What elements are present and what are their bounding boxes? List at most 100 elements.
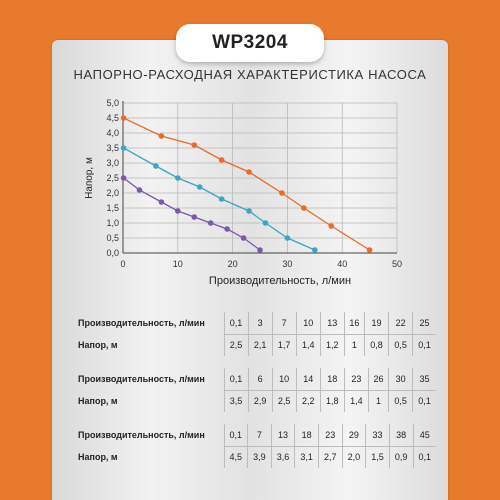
y-tick-label: 4,5	[106, 113, 119, 123]
data-point	[196, 184, 203, 190]
table-cell: 25	[412, 312, 436, 335]
table-cell: 3,9	[247, 446, 272, 468]
table-cell: 2,0	[341, 446, 366, 468]
table-cell: 19	[363, 312, 389, 335]
x-tick-label: 40	[337, 259, 347, 269]
data-point	[312, 247, 318, 253]
x-tick-label: 50	[392, 259, 402, 269]
table-cell: 3,6	[270, 446, 295, 468]
x-tick-label: 30	[282, 259, 292, 269]
spec-table-1: Производительность, л/мин 0,1 3 7 10 13 16 19 22…	[76, 312, 436, 356]
y-axis-label: Напор, м	[84, 157, 95, 199]
x-tick-label: 0	[120, 259, 125, 269]
table-cell: 13	[270, 424, 295, 447]
head-row: Напор, м 2,5 2,1 1,7 1,4 1,2 1 0,8 0,5 0,1	[76, 334, 436, 356]
table-cell: 6	[247, 368, 273, 391]
data-point	[175, 175, 181, 181]
table-cell: 1,8	[319, 390, 345, 412]
x-axis-label: Производительность, л/мин	[209, 275, 351, 287]
data-tables: Производительность, л/мин 0,1 3 7 10 13 16 19 22…	[76, 312, 436, 480]
table-cell: 0,1	[223, 424, 248, 447]
row-label: Напор, м	[78, 396, 118, 406]
series-line-3	[123, 177, 261, 251]
data-point	[175, 208, 181, 214]
table-cell: 1,2	[319, 334, 345, 356]
spec-card	[52, 40, 448, 500]
table-cell: 2,5	[223, 334, 249, 356]
data-point	[262, 220, 269, 226]
data-point	[240, 235, 247, 241]
data-point	[246, 169, 252, 175]
data-point	[246, 208, 252, 214]
table-cell: 1	[367, 390, 389, 412]
table-cell: 23	[343, 368, 369, 391]
data-point	[120, 175, 127, 181]
data-point	[120, 145, 127, 151]
table-cell: 35	[412, 368, 436, 391]
table-cell: 0,1	[412, 334, 436, 356]
flow-row: Производительность, л/мин 0,1 3 7 10 13 16 19 22…	[76, 312, 436, 335]
table-cell: 4,5	[223, 446, 248, 468]
data-point	[218, 157, 225, 163]
data-point	[218, 196, 225, 202]
table-cell: 16	[343, 312, 365, 335]
table-cell: 1,4	[343, 390, 369, 412]
data-point	[224, 226, 230, 232]
table-cell: 7	[247, 424, 272, 447]
table-cell: 0,9	[388, 446, 413, 468]
head-row: Напор, м 3,5 2,9 2,5 2,2 1,8 1,4 1 0,5 0,1	[76, 390, 436, 412]
x-tick-label: 20	[228, 259, 238, 269]
y-tick-label: 1,5	[106, 203, 119, 213]
table-cell: 0,5	[388, 334, 413, 356]
x-tick-label: 10	[173, 259, 183, 269]
table-cell: 3	[247, 312, 273, 335]
table-cell: 2,5	[271, 390, 297, 412]
table-cell: 14	[295, 368, 321, 391]
table-cell: 45	[412, 424, 436, 447]
data-point	[120, 115, 127, 121]
table-cell: 1	[343, 334, 365, 356]
table-cell: 13	[319, 312, 345, 335]
y-tick-label: 4,0	[106, 128, 119, 138]
y-tick-label: 2,5	[106, 173, 119, 183]
spec-table-2: Производительность, л/мин 0,1 6 10 14 18 23 26 3…	[76, 368, 436, 412]
table-cell: 1,4	[295, 334, 321, 356]
y-tick-label: 0,5	[106, 233, 119, 243]
data-point	[191, 214, 198, 220]
flow-row: Производительность, л/мин 0,1 7 13 18 23 29 33 3…	[76, 424, 436, 447]
table-cell: 29	[341, 424, 366, 447]
table-cell: 0,1	[412, 390, 436, 412]
table-cell: 22	[388, 312, 413, 335]
model-badge: WP3204	[176, 24, 324, 62]
data-point	[257, 247, 263, 253]
y-tick-label: 0,0	[106, 248, 119, 258]
head-row: Напор, м 4,5 3,9 3,6 3,1 2,7 2,0 1,5 0,9 0,1	[76, 446, 436, 468]
table-cell: 2,1	[247, 334, 273, 356]
y-tick-label: 5,0	[106, 98, 119, 108]
data-point	[207, 220, 214, 226]
y-tick-label: 2,0	[106, 188, 119, 198]
data-point	[284, 235, 291, 241]
chart-title: НАПОРНО-РАСХОДНАЯ ХАРАКТЕРИСТИКА НАСОСА	[73, 67, 427, 82]
data-point	[366, 247, 373, 253]
row-label: Производительность, л/мин	[78, 318, 205, 328]
table-cell: 0,1	[223, 368, 249, 391]
row-label: Напор, м	[78, 452, 118, 462]
table-cell: 0,1	[223, 312, 249, 335]
table-cell: 2,9	[247, 390, 273, 412]
y-tick-label: 3,5	[106, 143, 119, 153]
table-cell: 26	[367, 368, 389, 391]
table-cell: 23	[318, 424, 343, 447]
data-point	[158, 199, 165, 205]
table-cell: 3,5	[223, 390, 249, 412]
table-cell: 1,5	[365, 446, 390, 468]
table-cell: 0,8	[363, 334, 389, 356]
flow-row: Производительность, л/мин 0,1 6 10 14 18 23 26 3…	[76, 368, 436, 391]
row-label: Напор, м	[78, 340, 118, 350]
table-cell: 10	[271, 368, 297, 391]
y-tick-label: 1,0	[106, 218, 119, 228]
table-cell: 33	[365, 424, 390, 447]
data-point	[158, 133, 165, 139]
data-point	[328, 223, 335, 229]
